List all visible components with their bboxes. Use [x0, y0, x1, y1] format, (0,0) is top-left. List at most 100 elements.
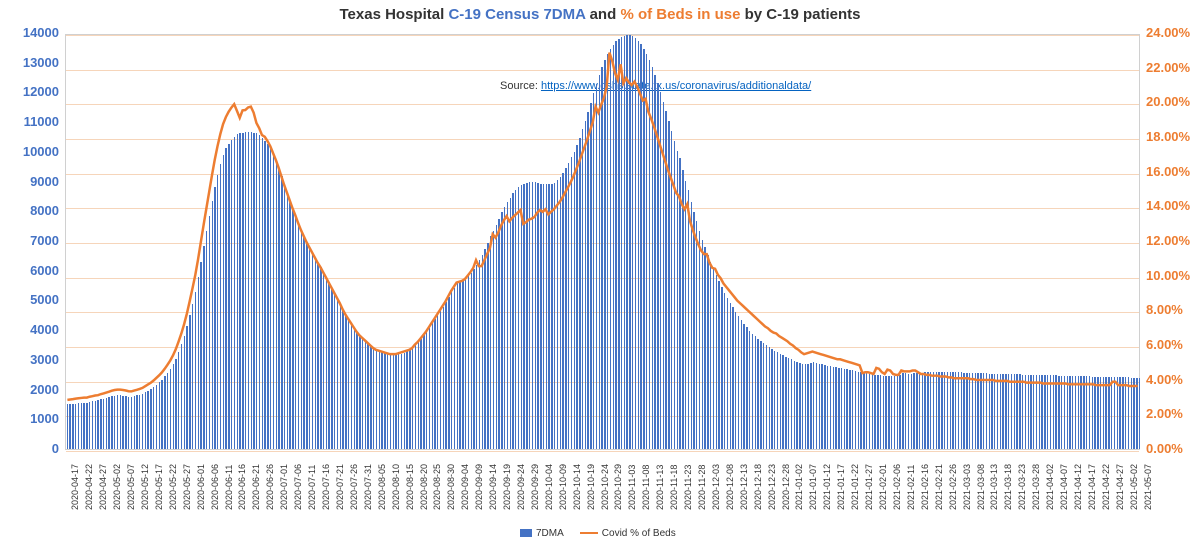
x-tick: 2020-12-03 [711, 464, 721, 510]
title-suffix: by C-19 patients [740, 6, 860, 23]
x-tick: 2020-09-09 [474, 464, 484, 510]
x-tick: 2020-07-21 [335, 464, 345, 510]
x-tick: 2020-04-27 [98, 464, 108, 510]
legend-line-label: Covid % of Beds [602, 528, 676, 539]
y-right-tick: 20.00% [1146, 94, 1190, 109]
legend: 7DMA Covid % of Beds [520, 528, 676, 539]
y-right-tick: 8.00% [1146, 302, 1183, 317]
x-tick: 2020-10-04 [544, 464, 554, 510]
x-tick: 2020-10-14 [572, 464, 582, 510]
y-left-tick: 2000 [0, 382, 59, 397]
y-right-tick: 24.00% [1146, 25, 1190, 40]
x-tick: 2020-06-11 [224, 465, 234, 510]
y-left-tick: 9000 [0, 174, 59, 189]
x-tick: 2020-04-22 [84, 464, 94, 510]
x-tick: 2020-11-08 [641, 465, 651, 510]
y-left-tick: 5000 [0, 292, 59, 307]
x-tick: 2020-08-25 [432, 464, 442, 510]
legend-bar: 7DMA [520, 528, 564, 539]
line-series [66, 35, 1139, 449]
bar [1139, 378, 1140, 449]
x-tick: 2021-04-17 [1087, 464, 1097, 510]
y-right-tick: 16.00% [1146, 164, 1190, 179]
y-left-tick: 7000 [0, 233, 59, 248]
x-tick: 2020-09-19 [502, 464, 512, 510]
x-tick: 2020-06-01 [196, 464, 206, 510]
y-left-tick: 0 [0, 441, 59, 456]
x-tick: 2021-01-07 [808, 464, 818, 510]
x-tick: 2020-12-08 [725, 464, 735, 510]
x-tick: 2020-09-29 [530, 464, 540, 510]
x-tick: 2020-11-13 [655, 465, 665, 510]
plot-area [65, 34, 1140, 450]
x-tick: 2021-02-26 [948, 464, 958, 510]
y-left-tick: 1000 [0, 411, 59, 426]
y-right-tick: 0.00% [1146, 441, 1183, 456]
title-mid: and [585, 6, 620, 23]
x-tick: 2021-04-07 [1059, 464, 1069, 510]
x-tick: 2020-04-17 [70, 464, 80, 510]
y-left-tick: 10000 [0, 144, 59, 159]
y-left-tick: 14000 [0, 25, 59, 40]
y-right-tick: 12.00% [1146, 233, 1190, 248]
legend-bar-swatch [520, 529, 532, 537]
x-tick: 2021-04-22 [1101, 464, 1111, 510]
x-tick: 2020-07-11 [307, 465, 317, 510]
x-tick: 2020-07-16 [321, 464, 331, 510]
x-tick: 2020-10-19 [586, 464, 596, 510]
x-tick: 2020-07-31 [363, 464, 373, 510]
x-tick: 2020-06-06 [210, 464, 220, 510]
x-tick: 2020-05-22 [168, 464, 178, 510]
x-tick: 2020-11-03 [627, 465, 637, 510]
x-tick: 2020-08-15 [405, 464, 415, 510]
x-tick: 2020-08-30 [446, 464, 456, 510]
x-tick: 2020-05-07 [126, 464, 136, 510]
x-tick: 2020-08-05 [377, 464, 387, 510]
x-tick: 2021-01-27 [864, 464, 874, 510]
y-left-tick: 11000 [0, 114, 59, 129]
x-tick: 2020-09-14 [488, 464, 498, 510]
legend-line-swatch [580, 532, 598, 534]
y-left-tick: 4000 [0, 322, 59, 337]
legend-line: Covid % of Beds [580, 528, 676, 539]
x-tick: 2020-08-20 [419, 464, 429, 510]
x-tick: 2021-01-12 [822, 464, 832, 510]
chart-container: Texas Hospital C-19 Census 7DMA and % of… [0, 0, 1200, 544]
x-tick: 2020-05-17 [154, 464, 164, 510]
x-tick: 2021-03-23 [1017, 464, 1027, 510]
x-tick: 2020-05-27 [182, 464, 192, 510]
title-prefix: Texas Hospital [340, 6, 449, 23]
x-tick: 2020-09-24 [516, 464, 526, 510]
x-tick: 2021-04-02 [1045, 464, 1055, 510]
x-tick: 2021-01-02 [794, 464, 804, 510]
x-tick: 2021-05-07 [1143, 464, 1153, 510]
y-left-tick: 3000 [0, 352, 59, 367]
x-tick: 2021-02-01 [878, 464, 888, 510]
x-tick: 2021-02-11 [906, 465, 916, 510]
x-tick: 2021-03-28 [1031, 464, 1041, 510]
x-tick: 2020-10-09 [558, 464, 568, 510]
x-tick: 2020-08-10 [391, 464, 401, 510]
x-tick: 2021-03-03 [962, 464, 972, 510]
x-tick: 2020-12-23 [767, 464, 777, 510]
x-tick: 2021-04-27 [1115, 464, 1125, 510]
x-tick: 2020-07-06 [293, 464, 303, 510]
x-tick: 2020-09-04 [460, 464, 470, 510]
x-tick: 2020-07-01 [279, 464, 289, 510]
x-tick: 2021-03-08 [976, 464, 986, 510]
x-tick: 2020-12-18 [753, 464, 763, 510]
y-left-tick: 13000 [0, 55, 59, 70]
x-tick: 2021-02-06 [892, 464, 902, 510]
x-tick: 2021-05-02 [1129, 464, 1139, 510]
x-tick: 2020-11-23 [683, 465, 693, 510]
x-tick: 2020-06-21 [251, 464, 261, 510]
y-right-tick: 6.00% [1146, 337, 1183, 352]
y-left-tick: 6000 [0, 263, 59, 278]
x-tick: 2020-10-29 [613, 464, 623, 510]
y-right-tick: 10.00% [1146, 268, 1190, 283]
x-tick: 2021-02-21 [934, 464, 944, 510]
x-tick: 2021-02-16 [920, 464, 930, 510]
x-tick: 2021-04-12 [1073, 464, 1083, 510]
y-right-tick: 4.00% [1146, 372, 1183, 387]
y-right-tick: 2.00% [1146, 406, 1183, 421]
